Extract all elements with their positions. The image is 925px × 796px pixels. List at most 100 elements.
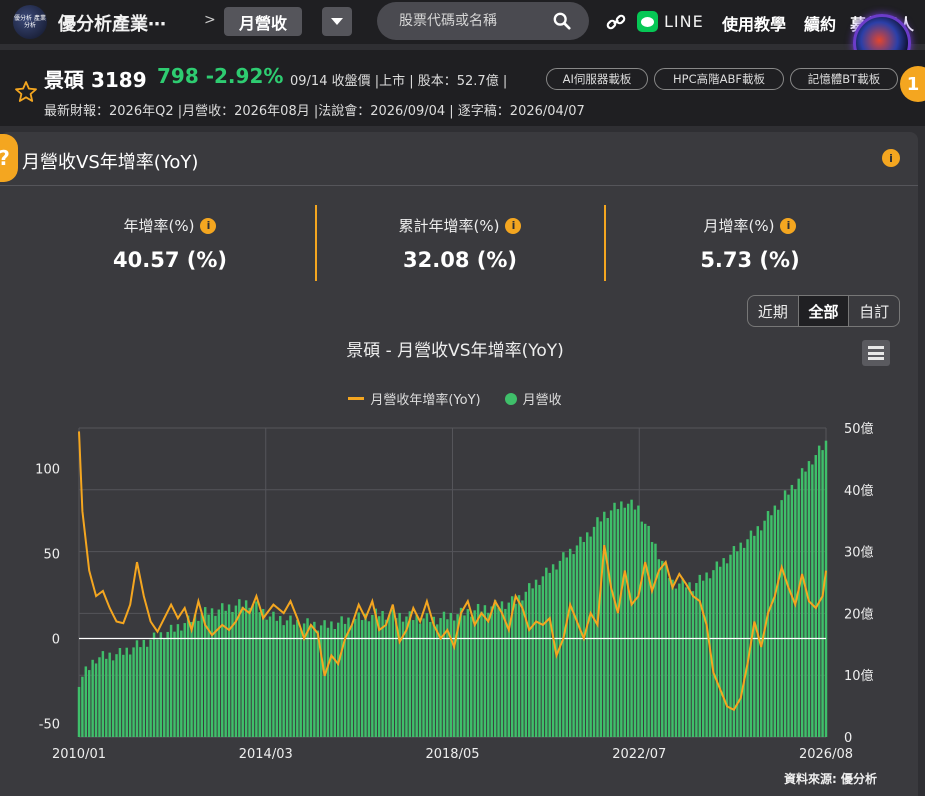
revenue-bar bbox=[299, 628, 302, 737]
revenue-bar bbox=[135, 640, 139, 737]
legend-revenue-label: 月營收 bbox=[522, 393, 562, 408]
revenue-bar bbox=[548, 572, 551, 737]
revenue-bar bbox=[725, 563, 729, 737]
revenue-bar bbox=[671, 579, 674, 737]
chart-menu-button[interactable] bbox=[862, 340, 890, 366]
revenue-bar bbox=[688, 582, 691, 737]
link-icon[interactable] bbox=[606, 12, 626, 32]
range-custom-button[interactable]: 自訂 bbox=[859, 302, 890, 321]
revenue-bar bbox=[367, 621, 371, 737]
revenue-bar bbox=[77, 686, 81, 737]
stat-cumulative-yoy: 累計年增率(%) i 32.08 (%) bbox=[340, 215, 580, 272]
info-icon[interactable]: i bbox=[505, 217, 522, 234]
revenue-bar bbox=[589, 536, 592, 737]
revenue-bar bbox=[394, 618, 398, 737]
revenue-bar bbox=[538, 584, 541, 737]
y-right-tick-label: 0 bbox=[844, 731, 852, 746]
legend-revenue[interactable]: 月營收 bbox=[504, 389, 562, 408]
revenue-bar bbox=[159, 632, 163, 737]
nav-renew[interactable]: 續約 bbox=[804, 15, 837, 34]
revenue-bar bbox=[695, 583, 698, 737]
tag-ai-server[interactable]: AI伺服器載板 bbox=[546, 68, 648, 90]
star-icon[interactable] bbox=[14, 80, 38, 104]
y-right-tick-label: 30億 bbox=[844, 545, 874, 561]
revenue-bar bbox=[360, 620, 364, 737]
stat-yoy: 年增率(%) i 40.57 (%) bbox=[50, 215, 290, 272]
revenue-bar bbox=[149, 639, 152, 737]
revenue-bar bbox=[115, 654, 118, 737]
revenue-bar bbox=[176, 624, 180, 737]
revenue-bar bbox=[514, 603, 517, 737]
revenue-bar bbox=[156, 639, 159, 737]
revenue-bar bbox=[463, 615, 466, 737]
nav-tutorial[interactable]: 使用教學 bbox=[722, 15, 787, 34]
range-recent-button[interactable]: 近期 bbox=[748, 296, 799, 326]
revenue-bar bbox=[197, 620, 200, 737]
revenue-bar bbox=[609, 510, 613, 737]
revenue-bar bbox=[606, 518, 609, 737]
divider bbox=[604, 205, 606, 281]
revenue-bar bbox=[309, 626, 313, 737]
revenue-bar bbox=[783, 490, 787, 737]
stock-price: 798 -2.92% bbox=[157, 64, 284, 88]
revenue-bar bbox=[398, 612, 401, 737]
breadcrumb-separator: > bbox=[204, 12, 216, 28]
revenue-bar bbox=[596, 517, 599, 737]
revenue-bar bbox=[674, 588, 678, 737]
line-icon[interactable] bbox=[637, 11, 658, 32]
site-logo[interactable]: 優分析 產業分析 bbox=[13, 5, 47, 39]
line-link[interactable]: LINE bbox=[664, 12, 704, 31]
current-tab-button[interactable]: 月營收 bbox=[224, 7, 302, 36]
revenue-bar bbox=[620, 501, 623, 737]
revenue-bar bbox=[221, 603, 224, 737]
revenue-bar bbox=[435, 624, 439, 737]
search-input[interactable] bbox=[399, 11, 549, 31]
revenue-bar bbox=[466, 609, 470, 737]
tab-dropdown-button[interactable] bbox=[322, 7, 352, 36]
search-icon[interactable] bbox=[553, 12, 571, 30]
revenue-bar bbox=[678, 583, 681, 737]
x-tick-label: 2010/01 bbox=[52, 747, 106, 762]
revenue-bar bbox=[681, 578, 684, 737]
revenue-bar bbox=[415, 614, 418, 737]
stock-meta: 09/14 收盤價 |上市 | 股本：52.7億 | bbox=[290, 74, 508, 89]
legend-yoy-label: 月營收年增率(YoY) bbox=[370, 393, 481, 408]
revenue-bar bbox=[739, 542, 742, 737]
legend-yoy[interactable]: 月營收年增率(YoY) bbox=[348, 389, 481, 408]
tag-hpc-abf[interactable]: HPC高階ABF載板 bbox=[654, 68, 784, 90]
revenue-bar bbox=[275, 620, 279, 737]
revenue-bar bbox=[766, 511, 770, 737]
revenue-bar bbox=[562, 552, 565, 737]
info-icon[interactable]: i bbox=[780, 217, 797, 234]
revenue-bar bbox=[729, 554, 732, 737]
y-right-tick-label: 10億 bbox=[844, 668, 874, 684]
revenue-bar bbox=[186, 615, 190, 737]
chart-title: 景碩 - 月營收VS年增率(YoY) bbox=[346, 341, 564, 361]
revenue-bar bbox=[657, 559, 661, 737]
revenue-bar bbox=[118, 648, 122, 737]
revenue-bar bbox=[347, 617, 350, 737]
revenue-bar bbox=[490, 606, 493, 737]
stat-mom-value: 5.73 (%) bbox=[700, 248, 800, 272]
revenue-bar bbox=[84, 666, 88, 737]
range-all-button[interactable]: 全部 bbox=[798, 296, 850, 326]
revenue-bar bbox=[442, 611, 446, 737]
revenue-bar bbox=[565, 557, 568, 737]
revenue-bar bbox=[405, 616, 408, 737]
revenue-bar bbox=[493, 600, 497, 737]
x-tick-label: 2026/08 bbox=[799, 747, 853, 762]
revenue-yoy-chart: -50 0 50 100 0 10億 20億 30億 40億 50億 2010/01 2014/03 2… bbox=[35, 421, 874, 762]
info-icon[interactable]: i bbox=[200, 217, 217, 234]
tag-memory-bt[interactable]: 記憶體BT載板 bbox=[790, 68, 898, 90]
info-icon[interactable]: i bbox=[882, 149, 900, 167]
hint-icon[interactable]: ? bbox=[0, 134, 18, 182]
revenue-bar bbox=[524, 591, 528, 737]
site-title[interactable]: 優分析產業⋯ bbox=[58, 14, 166, 35]
revenue-bar bbox=[381, 611, 384, 737]
stat-mom: 月增率(%) i 5.73 (%) bbox=[630, 215, 870, 272]
revenue-bar bbox=[111, 660, 115, 737]
revenue-bar bbox=[408, 611, 412, 737]
revenue-bar bbox=[166, 631, 169, 737]
notification-badge[interactable]: 1 bbox=[900, 66, 925, 102]
chevron-down-icon bbox=[331, 18, 343, 25]
